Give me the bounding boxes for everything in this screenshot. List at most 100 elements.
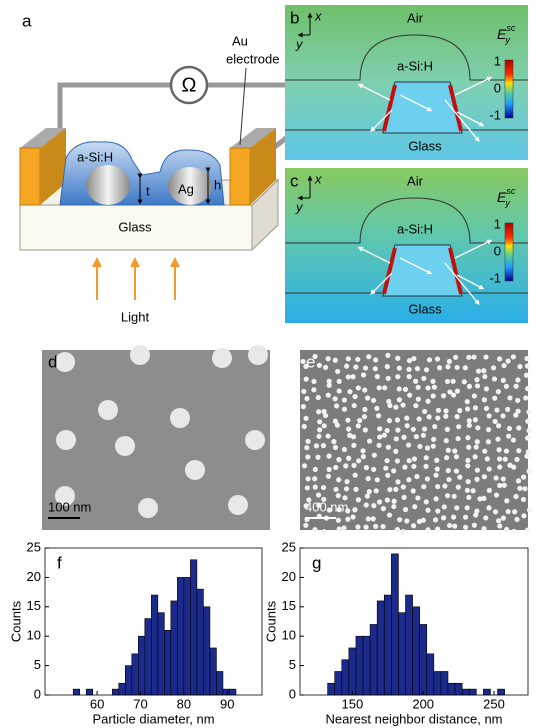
particle xyxy=(455,484,461,490)
particle xyxy=(413,378,419,384)
particle xyxy=(435,508,441,514)
x-tick-label: 90 xyxy=(220,696,234,711)
particle xyxy=(363,465,369,471)
particle xyxy=(370,516,376,522)
particle xyxy=(470,488,476,494)
particle xyxy=(474,383,481,389)
colorbar-label-sub: y xyxy=(504,35,510,45)
bar xyxy=(461,688,470,696)
particle xyxy=(391,498,397,504)
particle xyxy=(420,432,426,438)
field-arrow xyxy=(399,257,433,275)
panel-label: f xyxy=(57,553,62,572)
particle xyxy=(185,460,205,480)
particle xyxy=(404,415,410,421)
particle xyxy=(138,498,158,518)
particle xyxy=(361,414,368,420)
y-tick-label: 0 xyxy=(289,686,296,701)
particle xyxy=(492,509,499,515)
axis-label: x xyxy=(314,8,322,23)
particle xyxy=(301,388,307,395)
particle xyxy=(444,455,450,461)
particle xyxy=(445,364,451,370)
x-tick-label: 60 xyxy=(90,696,104,711)
particle xyxy=(380,523,386,530)
ag-particle xyxy=(168,167,212,205)
electrode-label: Au xyxy=(232,33,248,48)
particle xyxy=(373,488,379,494)
field-arrow xyxy=(454,239,493,259)
particle xyxy=(305,438,311,444)
particle xyxy=(55,352,75,372)
particle xyxy=(386,398,392,405)
particle xyxy=(513,383,519,389)
particle xyxy=(486,413,492,419)
bar xyxy=(419,624,428,696)
y-axis-label: Counts xyxy=(8,600,23,642)
particle xyxy=(521,513,527,519)
particle xyxy=(56,430,76,450)
particle xyxy=(370,397,377,404)
particle xyxy=(421,375,427,382)
particle xyxy=(441,515,447,521)
particle xyxy=(502,456,508,462)
panel-label: c xyxy=(290,171,299,190)
particle xyxy=(333,464,339,471)
particle xyxy=(316,409,322,415)
particle xyxy=(525,449,531,455)
particle xyxy=(413,433,419,440)
particle xyxy=(504,526,510,533)
particle xyxy=(484,456,490,462)
particle xyxy=(350,434,357,440)
particle xyxy=(503,383,509,389)
particle xyxy=(400,484,406,490)
bar xyxy=(327,682,335,696)
particle xyxy=(483,354,489,360)
particle xyxy=(345,356,351,362)
particle xyxy=(503,448,510,454)
particle xyxy=(393,404,399,410)
particle xyxy=(313,443,320,449)
particle xyxy=(394,458,400,464)
particle xyxy=(442,483,448,489)
particle xyxy=(472,417,478,423)
particle xyxy=(465,463,471,469)
particle xyxy=(364,493,371,499)
hotspot xyxy=(448,247,463,295)
particle xyxy=(425,385,431,391)
field-arrow xyxy=(370,272,393,295)
particle xyxy=(457,474,463,480)
bar xyxy=(85,688,94,696)
particle xyxy=(406,477,412,483)
particle xyxy=(524,453,530,459)
particle xyxy=(365,476,371,482)
particle xyxy=(501,362,507,369)
particle xyxy=(466,354,472,360)
particle xyxy=(55,486,75,506)
particle xyxy=(515,397,521,404)
particle xyxy=(303,415,309,422)
electrode-side xyxy=(250,128,276,205)
particle xyxy=(316,362,322,368)
particle xyxy=(371,466,377,473)
particle xyxy=(454,388,461,394)
field-arrow xyxy=(456,111,485,127)
hotspot xyxy=(382,247,397,295)
particle xyxy=(511,528,517,535)
particle xyxy=(435,526,441,532)
y-tick-label: 10 xyxy=(27,628,41,643)
bar xyxy=(376,600,385,696)
particle xyxy=(500,413,506,419)
particle xyxy=(322,412,329,419)
particle xyxy=(360,448,366,454)
particle xyxy=(341,397,348,403)
x-tick-label: 80 xyxy=(177,696,191,711)
ohmmeter xyxy=(169,65,209,105)
histograms: 0 5 10 15 20 25 60 70 80 90 Particle diameter, nm C… xyxy=(8,539,529,726)
bar xyxy=(362,635,371,696)
particle xyxy=(350,514,356,520)
particle xyxy=(462,524,469,530)
particle xyxy=(366,489,372,495)
field-arrow xyxy=(444,99,480,143)
particle xyxy=(343,463,349,469)
